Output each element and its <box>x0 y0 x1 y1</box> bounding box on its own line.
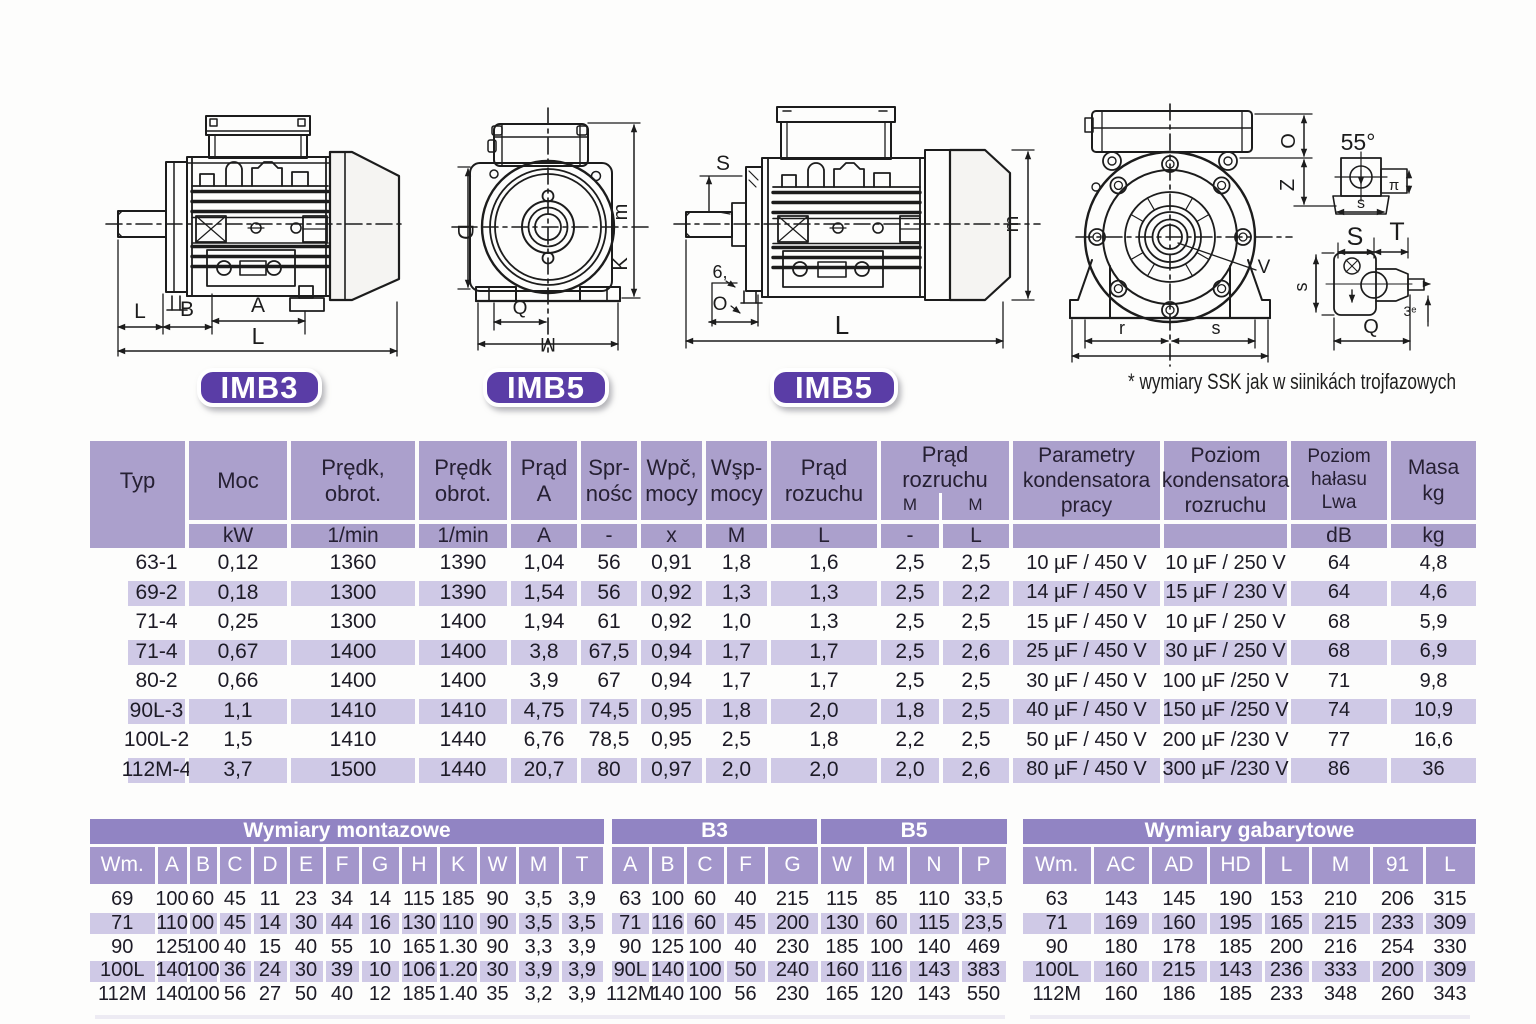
svg-text:3ᵉ: 3ᵉ <box>1404 303 1417 319</box>
svg-text:s: s <box>1357 195 1365 212</box>
svg-text:L: L <box>835 310 849 340</box>
svg-text:L: L <box>252 323 265 349</box>
svg-text:s: s <box>1291 283 1311 292</box>
svg-text:A: A <box>251 294 265 317</box>
svg-text:m: m <box>610 204 632 221</box>
svg-text:r: r <box>1119 318 1125 338</box>
svg-text:O: O <box>1278 133 1300 149</box>
svg-text:T: T <box>1389 218 1404 246</box>
svg-text:S: S <box>1347 223 1364 251</box>
svg-text:Q: Q <box>1363 316 1379 338</box>
svg-text:6,: 6, <box>712 262 727 282</box>
svg-text:S: S <box>716 152 730 175</box>
svg-text:D: D <box>453 224 478 240</box>
svg-text:π: π <box>1389 177 1399 194</box>
svg-text:s: s <box>1212 318 1221 338</box>
svg-text:K: K <box>610 257 632 271</box>
svg-text:V: V <box>1258 257 1271 278</box>
svg-text:m: m <box>1001 216 1023 233</box>
svg-text:Q: Q <box>513 298 528 319</box>
svg-text:55°: 55° <box>1341 129 1376 155</box>
svg-text:O: O <box>713 294 728 315</box>
svg-text:B: B <box>180 298 194 321</box>
svg-text:L: L <box>134 300 146 323</box>
svg-text:M: M <box>540 333 556 354</box>
svg-text:Z: Z <box>1277 179 1299 191</box>
